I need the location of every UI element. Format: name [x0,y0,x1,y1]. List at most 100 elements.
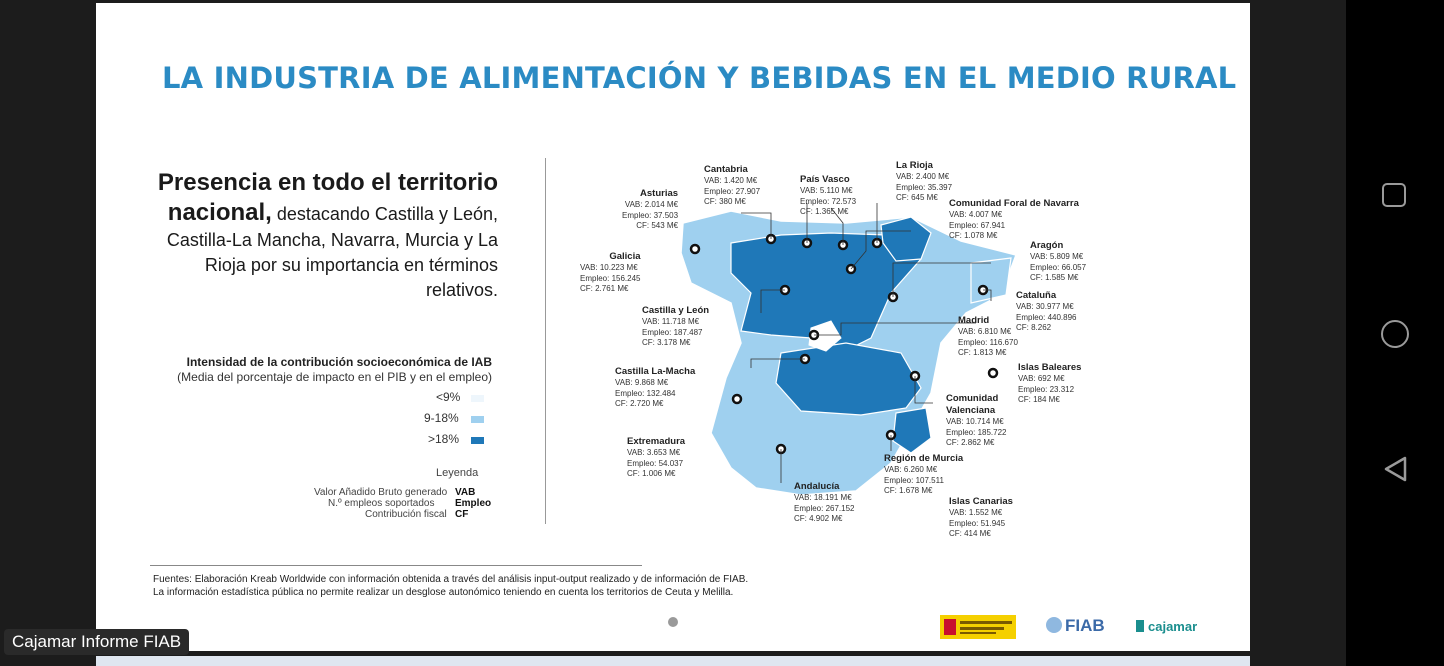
slide-title: LA INDUSTRIA DE ALIMENTACIÓN Y BEBIDAS E… [162,61,1237,95]
home-button[interactable] [1381,320,1409,348]
abbr-empleo: N.º empleos soportados Empleo [328,498,528,509]
abbr-vab-code: VAB [455,487,476,498]
region-andalucia-cf: CF: 4.902 M€ [794,514,843,523]
footnote-line-2: La información estadística pública no pe… [153,587,734,598]
region-cataluna-name: Cataluña [1016,290,1057,301]
video-caption: Cajamar Informe FIAB [4,629,190,655]
divider [545,158,546,524]
fiab-dots-icon [1046,617,1062,633]
marker-baleares [987,367,999,379]
region-asturias-vab: VAB: 2.014 M€ [624,200,679,209]
region-aragon-empleo: Empleo: 66.057 [1030,262,1087,272]
next-slide-preview [96,656,1250,666]
recent-apps-button[interactable] [1382,183,1406,207]
legend-swatch-high [471,437,484,444]
region-murcia-name: Región de Murcia [884,453,964,464]
region-navarra-name: Comunidad Foral de Navarra [949,198,1079,209]
crest-icon [944,619,1012,635]
region-valenciana-vab: VAB: 10.714 M€ [946,417,1004,426]
region-cataluna-empleo: Empleo: 440.896 [1016,312,1077,322]
legend-swatch-low [471,395,484,402]
region-baleares-vab: VAB: 692 M€ [1018,374,1065,383]
region-castilla-leon-cf: CF: 3.178 M€ [642,338,691,347]
region-cataluna-vab: VAB: 30.977 M€ [1016,302,1074,311]
region-extremadura-name: Extremadura [627,436,686,447]
region-canarias-name: Islas Canarias [949,496,1013,507]
region-castilla-leon-vab: VAB: 11.718 M€ [642,317,700,326]
region-andalucia-empleo: Empleo: 267.152 [794,503,855,513]
legend-title: Intensidad de la contribución socioeconó… [186,355,492,369]
marker-extremadura [731,393,743,405]
region-la-rioja-vab: VAB: 2.400 M€ [896,172,950,181]
region-galicia-empleo: Empleo: 156.245 [580,273,641,283]
region-murcia-vab: VAB: 6.260 M€ [884,465,938,474]
region-galicia-vab: VAB: 10.223 M€ [580,263,638,272]
back-button[interactable] [1383,455,1409,483]
region-cantabria: Cantabria VAB: 1.420 M€ Empleo: 27.907 C… [704,164,760,208]
abbr-cf-text: Contribución fiscal [365,509,447,520]
region-valenciana-empleo: Empleo: 185.722 [946,427,1007,437]
region-aragon-name: Aragón [1030,240,1064,251]
region-cataluna-cf: CF: 8.262 [1016,323,1052,332]
abbr-empleo-code: Empleo [455,498,492,509]
legend-label-low: <9% [436,390,461,404]
fiab-logo: FIAB [1046,616,1105,636]
region-la-rioja-empleo: Empleo: 35.397 [896,182,953,192]
legend-subtitle: (Media del porcentaje de impacto en el P… [177,370,492,384]
region-la-rioja: La Rioja VAB: 2.400 M€ Empleo: 35.397 CF… [896,160,952,204]
cajamar-logo-text: cajamar [1148,619,1198,634]
region-andalucia-name: Andalucía [794,481,840,492]
region-clm-empleo: Empleo: 132.484 [615,388,676,398]
region-baleares-cf: CF: 184 M€ [1018,395,1060,404]
region-navarra: Comunidad Foral de Navarra VAB: 4.007 M€… [949,198,1079,242]
region-madrid-empleo: Empleo: 116.670 [958,337,1018,347]
presentation-slide: LA INDUSTRIA DE ALIMENTACIÓN Y BEBIDAS E… [96,3,1250,651]
cajamar-logo: cajamar [1136,619,1197,634]
region-galicia: Galicia VAB: 10.223 M€ Empleo: 156.245 C… [580,251,641,295]
region-extremadura-vab: VAB: 3.653 M€ [627,448,681,457]
legend-label-high: >18% [428,432,460,446]
region-valenciana-cf: CF: 2.862 M€ [946,438,995,447]
headline-rest: destacando Castilla y León, Castilla-La … [166,204,498,300]
region-cantabria-empleo: Empleo: 27.907 [704,186,761,196]
region-andalucia: Andalucía VAB: 18.191 M€ Empleo: 267.152… [794,481,855,525]
fiab-logo-text: FIAB [1065,616,1105,635]
region-asturias-cf: CF: 543 M€ [636,221,679,230]
region-castilla-leon-name: Castilla y León [642,305,710,316]
region-pais-vasco: País Vasco VAB: 5.110 M€ Empleo: 72.573 … [800,174,856,218]
region-pais-vasco-vab: VAB: 5.110 M€ [800,186,853,195]
region-extremadura: Extremadura VAB: 3.653 M€ Empleo: 54.037… [627,436,685,480]
region-canarias-cf: CF: 414 M€ [949,529,991,538]
legend-label-mid: 9-18% [424,411,459,425]
map-markers [689,233,999,455]
leyenda-label: Leyenda [436,467,479,479]
region-navarra-empleo: Empleo: 67.941 [949,220,1006,230]
region-canarias-vab: VAB: 1.552 M€ [949,508,1003,517]
region-cantabria-name: Cantabria [704,164,748,175]
region-baleares-name: Islas Baleares [1018,362,1082,373]
madrid-region [808,320,842,352]
region-extremadura-cf: CF: 1.006 M€ [627,469,676,478]
region-madrid-name: Madrid [958,315,990,326]
cajamar-mark-icon [1136,620,1144,632]
region-clm-cf: CF: 2.720 M€ [615,399,664,408]
gobierno-espana-logo [940,615,1016,639]
region-extremadura-empleo: Empleo: 54.037 [627,458,684,468]
region-cataluna: Cataluña VAB: 30.977 M€ Empleo: 440.896 … [1016,290,1077,334]
region-pais-vasco-empleo: Empleo: 72.573 [800,196,857,206]
region-la-rioja-name: La Rioja [896,160,933,171]
region-castilla-leon: Castilla y León VAB: 11.718 M€ Empleo: 1… [642,305,709,349]
page-indicator-dot[interactable] [668,617,678,627]
region-baleares: Islas Baleares VAB: 692 M€ Empleo: 23.31… [1018,362,1081,406]
region-valenciana: Comunidad Valenciana VAB: 10.714 M€ Empl… [946,393,1026,449]
abbr-vab-text: Valor Añadido Bruto generado [314,487,448,498]
region-clm-vab: VAB: 9.868 M€ [615,378,669,387]
region-asturias-empleo: Empleo: 37.503 [622,210,679,220]
region-cantabria-cf: CF: 380 M€ [704,197,746,206]
region-canarias-empleo: Empleo: 51.945 [949,518,1006,528]
footnote-line-1: Fuentes: Elaboración Kreab Worldwide con… [153,574,749,585]
navarra-region [880,216,932,262]
abbr-cf: Contribución fiscal CF [365,509,565,520]
region-galicia-name: Galicia [609,251,641,262]
region-aragon-vab: VAB: 5.809 M€ [1030,252,1084,261]
